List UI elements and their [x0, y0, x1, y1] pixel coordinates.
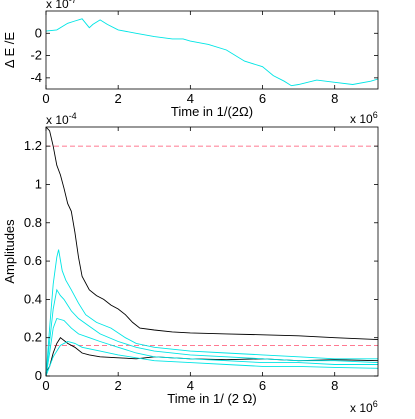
bottom-axes-box	[45, 126, 379, 377]
bottom-y-tick-label: 0.4	[24, 291, 42, 306]
bottom-y-tick-label: 1	[35, 176, 42, 191]
top-y-exponent: x 10-7	[46, 0, 77, 11]
bottom-series-line	[45, 317, 378, 377]
bottom-y-tick-label: 0.2	[24, 330, 42, 345]
bottom-series-line	[45, 249, 378, 377]
bottom-chart	[45, 126, 379, 377]
bottom-y-tick-label: 0.6	[24, 253, 42, 268]
top-x-tick-label: 4	[187, 91, 194, 106]
top-y-tick-label: -4	[30, 70, 42, 85]
bottom-x-exponent-bottom: x 106	[350, 399, 378, 415]
bottom-x-exponent-top: x 106	[350, 110, 378, 126]
bottom-y-axis-label: Amplitudes	[2, 219, 17, 284]
bottom-y-exponent: x 10-4	[46, 111, 77, 127]
top-y-tick-label: 0	[35, 25, 42, 40]
bottom-series-line	[45, 341, 379, 377]
top-x-tick-label: 0	[42, 91, 49, 106]
top-y-tick-label: -2	[30, 48, 42, 63]
bottom-y-tick-label: 1.2	[24, 138, 42, 153]
top-x-tick-label: 6	[259, 91, 266, 106]
bottom-series-line	[45, 126, 379, 341]
top-chart	[45, 10, 379, 90]
top-x-axis-label: Time in 1/(2Ω)	[171, 104, 253, 119]
bottom-x-tick-label: 0	[42, 378, 49, 393]
top-y-axis-label: Δ E /E	[2, 32, 17, 68]
top-series-line	[45, 18, 379, 87]
top-x-tick-label: 2	[115, 91, 122, 106]
top-x-tick-label: 8	[331, 91, 338, 106]
bottom-x-tick-label: 4	[187, 378, 194, 393]
bottom-x-tick-label: 8	[331, 378, 338, 393]
bottom-series-line	[45, 288, 379, 377]
top-axes-box	[45, 10, 379, 90]
bottom-y-tick-label: 0.8	[24, 215, 42, 230]
bottom-y-tick-label: 0	[35, 368, 42, 383]
bottom-x-tick-label: 6	[259, 378, 266, 393]
bottom-x-axis-label: Time in 1/ (2 Ω)	[167, 391, 256, 406]
bottom-x-tick-label: 2	[115, 378, 122, 393]
